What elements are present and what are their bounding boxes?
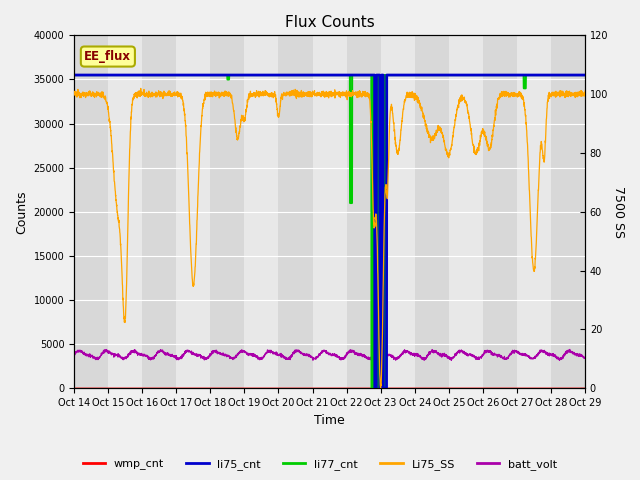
Title: Flux Counts: Flux Counts [285,15,374,30]
Text: EE_flux: EE_flux [84,50,131,63]
X-axis label: Time: Time [314,414,345,427]
Bar [347,36,381,388]
Bar [108,36,142,388]
Bar [74,36,108,388]
Bar [449,36,483,388]
Y-axis label: 7500 SS: 7500 SS [612,186,625,238]
Y-axis label: Counts: Counts [15,190,28,234]
Bar [211,36,244,388]
Bar [278,36,312,388]
Bar [415,36,449,388]
Bar [483,36,517,388]
Bar [312,36,347,388]
Bar [244,36,278,388]
Bar [517,36,551,388]
Bar [176,36,211,388]
Bar [551,36,585,388]
Bar [142,36,176,388]
Bar [381,36,415,388]
Legend: wmp_cnt, li75_cnt, li77_cnt, Li75_SS, batt_volt: wmp_cnt, li75_cnt, li77_cnt, Li75_SS, ba… [78,455,562,474]
